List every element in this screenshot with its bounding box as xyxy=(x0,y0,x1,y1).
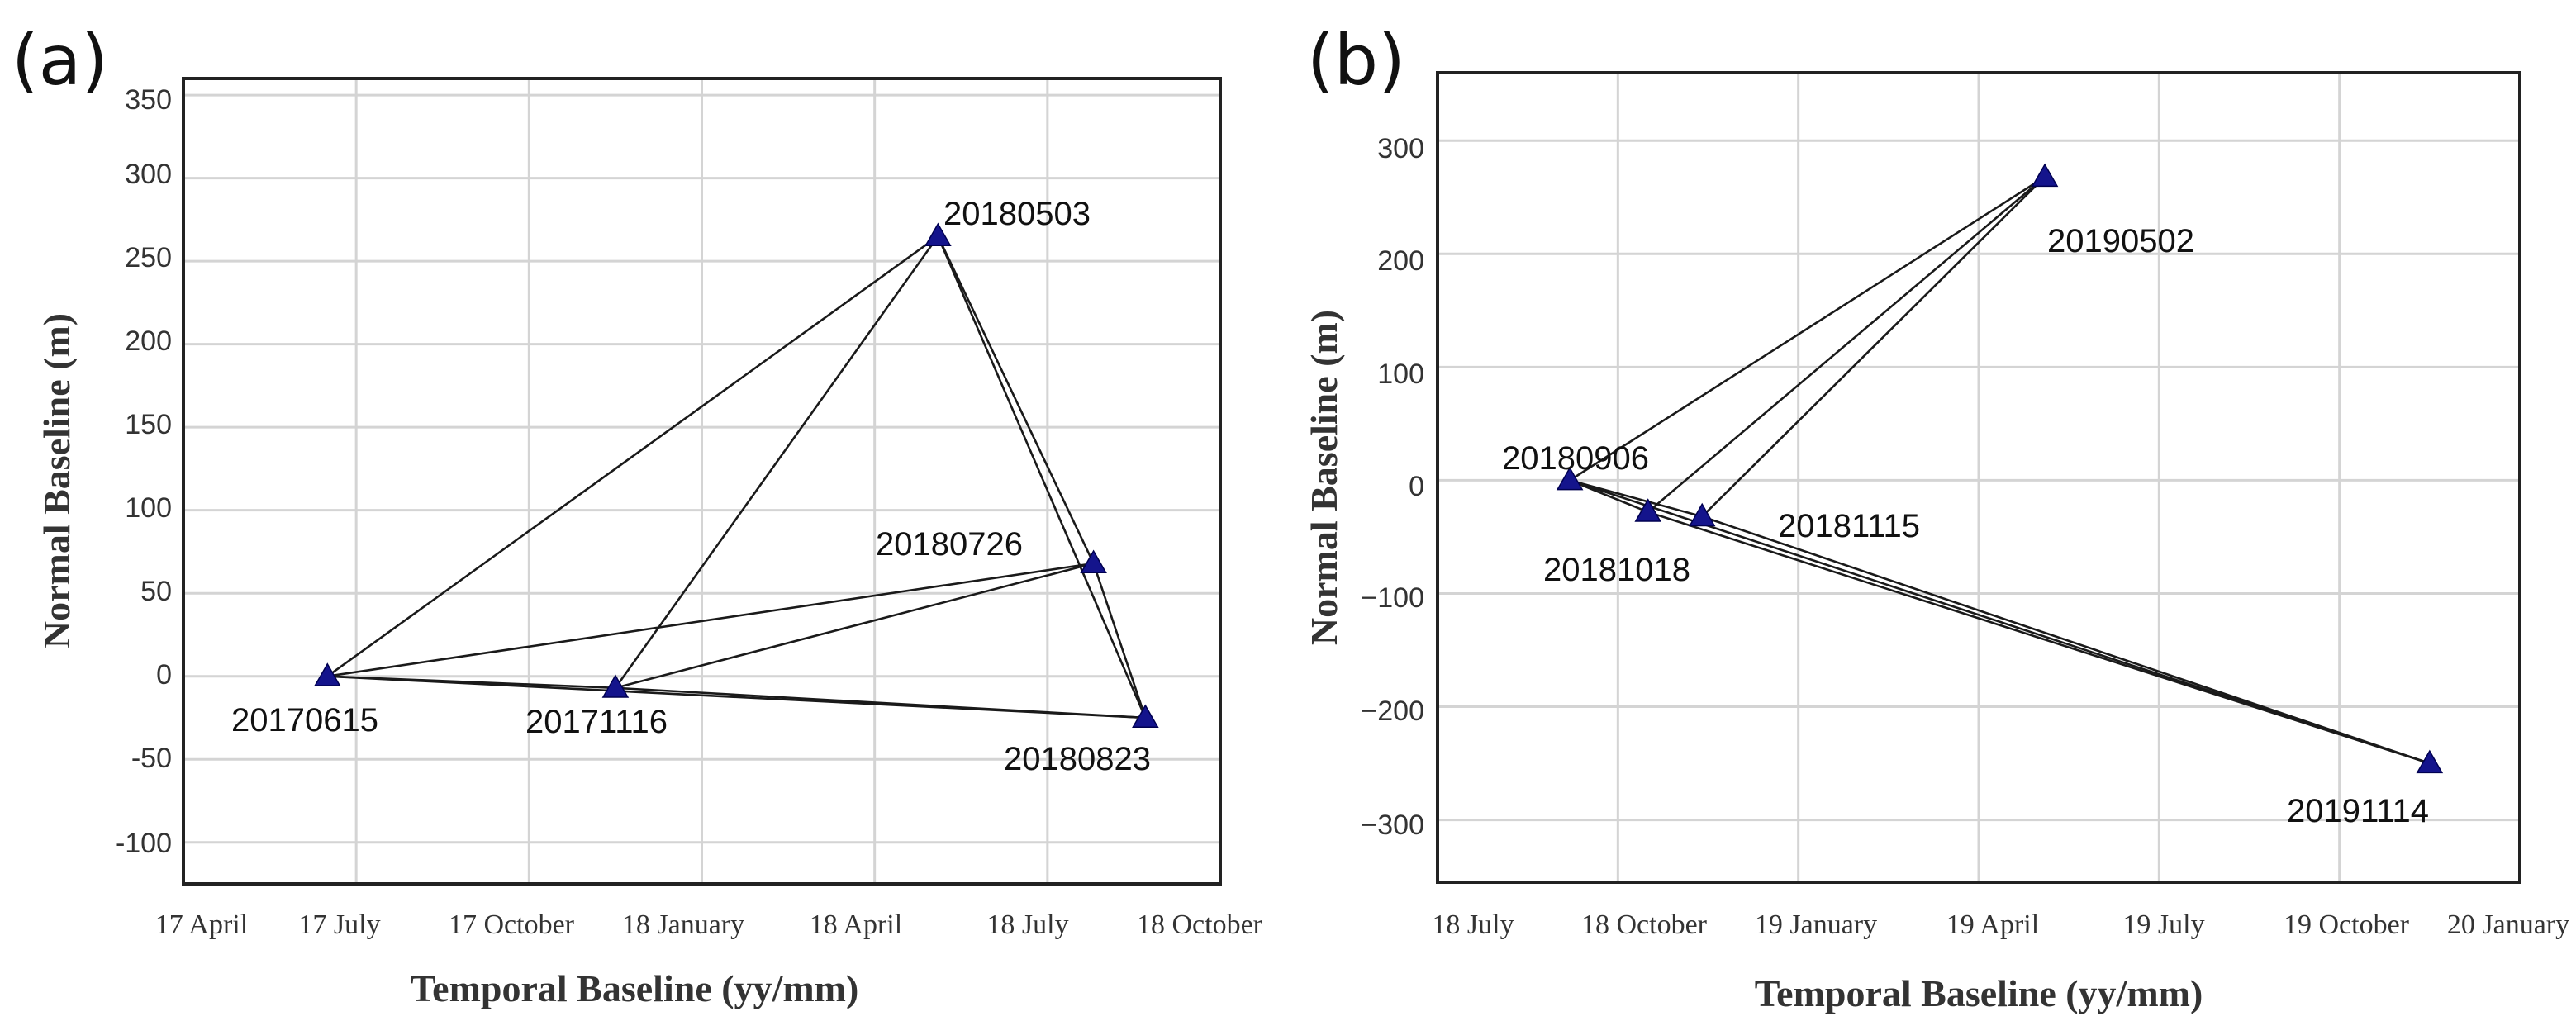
acquisition-marker-20180503 xyxy=(924,222,952,246)
point-label-20181018: 20181018 xyxy=(1543,552,1690,588)
y-tick-label: 200 xyxy=(1377,245,1424,277)
point-label-20170615: 20170615 xyxy=(231,702,378,738)
panel-b-x-ticks: 18 July 18 October 19 January 19 April 1… xyxy=(1432,909,2569,940)
acquisition-marker-20190502 xyxy=(2031,163,2059,188)
baseline-edge-20180906-20181115 xyxy=(1569,479,1703,518)
baseline-edge-20181115-20190502 xyxy=(1701,176,2046,518)
acquisition-marker-20180906 xyxy=(1556,466,1584,491)
panel-a-frame xyxy=(182,77,1222,886)
baseline-edge-20180503-20180823 xyxy=(937,235,1147,719)
panel-b-edges xyxy=(1569,176,2431,765)
y-tick-label: 250 xyxy=(125,242,172,273)
acquisition-marker-20171116 xyxy=(601,674,630,698)
point-label-20171116: 20171116 xyxy=(525,704,668,740)
baseline-edge-20170615-20180726 xyxy=(327,562,1094,677)
panel-a-x-ticks: 17 April 17 July 17 October 18 January 1… xyxy=(155,909,1263,940)
baseline-edge-20181018-20190502 xyxy=(1647,176,2046,513)
acquisition-marker-20181018 xyxy=(1634,498,1662,522)
panel-b-markers xyxy=(1556,163,2444,774)
panel-a-y-ticks: -100 -50 0 50 100 150 200 250 300 350 xyxy=(116,84,172,859)
point-label-20191114: 20191114 xyxy=(2287,793,2429,829)
y-tick-label: -100 xyxy=(116,828,172,859)
acquisition-marker-20170615 xyxy=(314,662,341,686)
panel-a-y-axis-title: Normal Baseline (m) xyxy=(36,313,78,648)
acquisition-marker-20180823 xyxy=(1132,704,1159,728)
y-tick-label: 300 xyxy=(125,159,172,190)
x-tick-label: 20 January xyxy=(2447,909,2569,940)
panel-a-markers xyxy=(314,222,1159,728)
point-label-20180906: 20180906 xyxy=(1502,440,1649,477)
x-tick-label: 18 July xyxy=(1432,909,1514,940)
panel-b-frame xyxy=(1436,71,2521,884)
panel-b: (b) −300 −200 −100 0 100 200 300 18 July… xyxy=(1303,20,2569,1014)
x-tick-label: 17 October xyxy=(449,909,575,940)
acquisition-marker-20181115 xyxy=(1688,502,1716,527)
x-tick-label: 18 October xyxy=(1581,909,1708,940)
x-tick-label: 19 July xyxy=(2122,909,2204,940)
baseline-edge-20181115-20191114 xyxy=(1701,515,2431,765)
panel-a-label: (a) xyxy=(12,20,108,101)
acquisition-marker-20191114 xyxy=(2416,749,2444,774)
x-tick-label: 18 January xyxy=(622,909,744,940)
x-tick-label: 18 April xyxy=(810,909,902,940)
y-tick-label: 150 xyxy=(125,409,172,440)
point-label-20181115: 20181115 xyxy=(1778,508,1920,544)
y-tick-label: 300 xyxy=(1377,133,1424,164)
x-tick-label: 18 October xyxy=(1137,909,1263,940)
point-label-20180503: 20180503 xyxy=(943,196,1091,232)
panel-b-y-axis-title: Normal Baseline (m) xyxy=(1303,310,1345,645)
x-tick-label: 17 July xyxy=(298,909,380,940)
baseline-edge-20180906-20190502 xyxy=(1569,176,2046,482)
x-tick-label: 18 July xyxy=(986,909,1068,940)
baseline-edge-20171116-20180823 xyxy=(615,686,1146,719)
panel-b-label: (b) xyxy=(1307,20,1405,101)
baseline-edge-20180503-20180726 xyxy=(937,235,1095,564)
y-tick-label: −300 xyxy=(1361,810,1424,841)
panel-a-edges xyxy=(326,235,1147,719)
baseline-edge-20180726-20180823 xyxy=(1092,563,1147,719)
point-label-20190502: 20190502 xyxy=(2047,223,2194,259)
x-tick-label: 19 January xyxy=(1755,909,1877,940)
x-tick-label: 19 April xyxy=(1946,909,2039,940)
y-tick-label: 0 xyxy=(156,659,172,691)
panel-b-point-labels: 20180906 20181018 20181115 20190502 2019… xyxy=(1502,223,2429,829)
y-tick-label: 350 xyxy=(125,84,172,116)
baseline-edge-20171116-20180726 xyxy=(615,562,1094,690)
panel-b-y-ticks: −300 −200 −100 0 100 200 300 xyxy=(1361,133,1424,841)
baseline-edge-20170615-20180503 xyxy=(326,235,939,677)
x-tick-label: 19 October xyxy=(2284,909,2410,940)
y-tick-label: 200 xyxy=(125,325,172,357)
panel-a-grid xyxy=(183,78,1220,884)
panel-a-point-labels: 20170615 20171116 20180503 20180726 2018… xyxy=(231,196,1151,777)
panel-b-grid xyxy=(1438,73,2520,882)
y-tick-label: -50 xyxy=(131,743,172,774)
y-tick-label: 0 xyxy=(1409,471,1424,502)
point-label-20180823: 20180823 xyxy=(1004,741,1151,777)
y-tick-label: −100 xyxy=(1361,582,1424,614)
y-tick-label: 100 xyxy=(1377,359,1424,390)
panel-a-x-axis-title: Temporal Baseline (yy/mm) xyxy=(411,967,859,1009)
panel-b-x-axis-title: Temporal Baseline (yy/mm) xyxy=(1755,972,2203,1014)
panel-a: (a) -100 -50 0 50 100 150 200 250 300 35… xyxy=(12,20,1263,1009)
acquisition-marker-20180726 xyxy=(1080,549,1107,574)
baseline-edge-20181018-20191114 xyxy=(1647,510,2431,765)
y-tick-label: 100 xyxy=(125,492,172,524)
y-tick-label: −200 xyxy=(1361,696,1424,727)
x-tick-label: 17 April xyxy=(155,909,248,940)
y-tick-label: 50 xyxy=(140,576,172,607)
baseline-edge-20171116-20180503 xyxy=(614,235,939,689)
point-label-20180726: 20180726 xyxy=(876,526,1023,563)
